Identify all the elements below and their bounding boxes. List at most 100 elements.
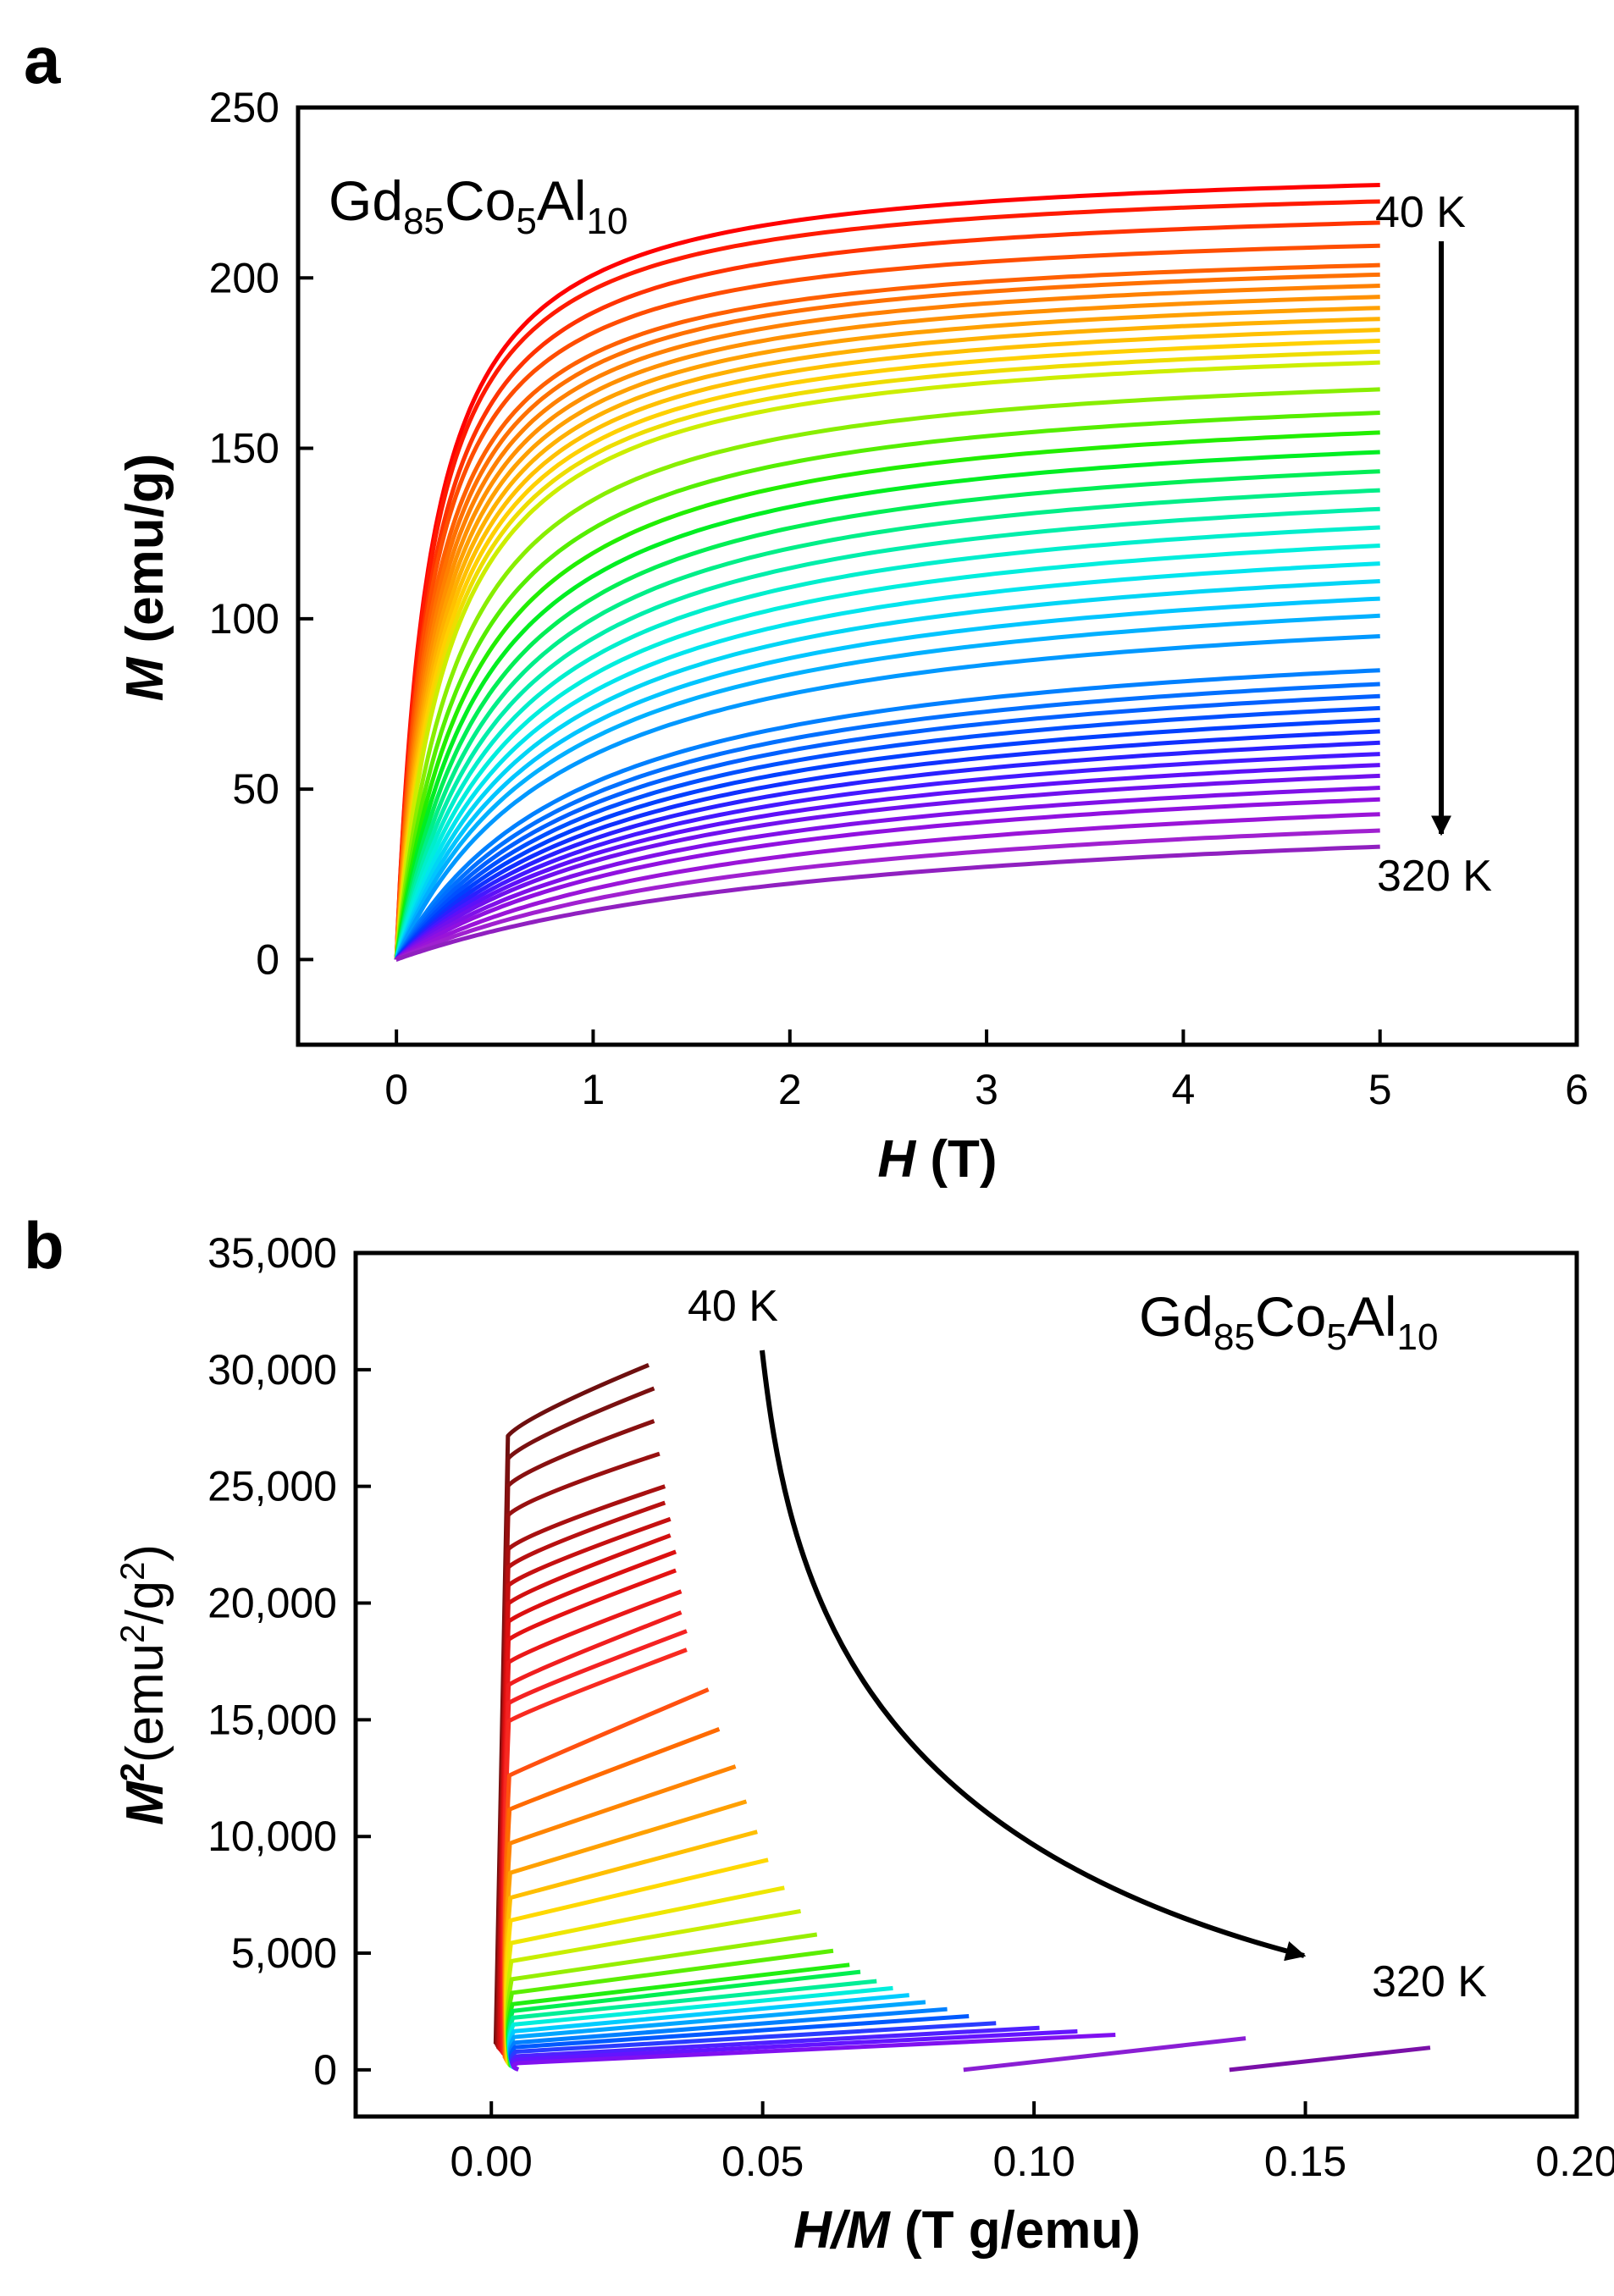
- panel-a-x-axis-title: H (T): [877, 1130, 997, 1189]
- y-tick-label: 0: [313, 2046, 337, 2094]
- m-h-curve: [394, 450, 1380, 962]
- panel-b-y-ticks: 0 5,000 10,000 15,000 20,000 25,000 30,000 35,0…: [207, 1229, 371, 2094]
- panel-b: b 0.00 0.05 0.10 0.15 0.20 0 5,000 10,000 15,00…: [24, 1208, 1614, 2260]
- m-h-curve: [394, 387, 1380, 962]
- formula-element: Co: [1255, 1285, 1326, 1348]
- formula-element: Al: [537, 169, 587, 232]
- panel-b-end-temperature: 320 K: [1372, 1957, 1487, 2006]
- y-tick-label: 25,000: [207, 1463, 337, 1510]
- panel-b-y-axis-symbol: M: [116, 1780, 174, 1825]
- arrott-curve: [511, 2033, 1116, 2072]
- panel-b-y-axis-unit-part: /g: [116, 1581, 174, 1625]
- superscript: 2: [114, 1625, 152, 1643]
- panel-a: a 0 1 2 3 4 5 6 0 50 100 150 200 250 H (T) M (emu/g…: [24, 23, 1589, 1189]
- x-tick-label: 5: [1368, 1066, 1392, 1113]
- x-tick-label: 2: [778, 1066, 802, 1113]
- m-h-curve: [394, 488, 1380, 962]
- formula-element: Gd: [1139, 1285, 1213, 1348]
- m-h-curve: [394, 668, 1380, 962]
- x-tick-label: 3: [975, 1066, 998, 1113]
- x-tick-label: 4: [1171, 1066, 1195, 1113]
- m-h-curve: [394, 506, 1380, 962]
- x-tick-label: 0.05: [721, 2138, 804, 2185]
- panel-b-x-axis-symbol: H/M: [793, 2201, 891, 2260]
- y-tick-label: 30,000: [207, 1346, 337, 1394]
- panel-a-y-axis-unit: (emu/g): [116, 454, 174, 658]
- panel-a-y-ticks: 0 50 100 150 200 250: [209, 84, 313, 983]
- y-tick-label: 0: [256, 936, 279, 983]
- arrott-curve: [499, 1568, 677, 2052]
- x-tick-label: 0.00: [450, 2138, 533, 2185]
- x-tick-label: 0: [384, 1066, 408, 1113]
- arrott-segment: [963, 2036, 1246, 2072]
- x-tick-label: 1: [582, 1066, 605, 1113]
- m-h-curve: [394, 812, 1380, 962]
- formula-subscript: 85: [403, 201, 445, 242]
- formula-subscript: 5: [516, 201, 536, 242]
- panel-b-x-ticks: 0.00 0.05 0.10 0.15 0.20: [450, 2101, 1614, 2185]
- formula-subscript: 85: [1213, 1316, 1255, 1358]
- y-tick-label: 150: [209, 425, 279, 472]
- panel-b-label: b: [24, 1208, 64, 1283]
- m-h-curve: [394, 828, 1380, 962]
- m-h-curve: [394, 579, 1380, 962]
- panel-b-formula: Gd85Co5Al10: [1139, 1285, 1439, 1358]
- m-h-curve: [394, 430, 1380, 962]
- formula-subscript: 5: [1326, 1316, 1346, 1358]
- panel-a-end-temperature: 320 K: [1377, 852, 1492, 901]
- y-tick-label: 5,000: [231, 1929, 337, 1977]
- m-h-curve: [394, 613, 1380, 962]
- panel-b-start-temperature: 40 K: [688, 1282, 778, 1331]
- panel-b-y-axis-title: M2(emu2/g2): [114, 1544, 174, 1825]
- panel-b-x-axis-title: H/M (T g/emu): [793, 2201, 1141, 2260]
- panel-b-curves: [493, 1363, 1431, 2072]
- panel-b-frame: [353, 1250, 1579, 2119]
- y-tick-label: 200: [209, 254, 279, 301]
- arrott-curve: [511, 2028, 1078, 2072]
- m-h-curve: [394, 469, 1380, 962]
- formula-subscript: 10: [1397, 1316, 1439, 1358]
- m-h-curve: [394, 797, 1380, 962]
- y-tick-label: 250: [209, 84, 279, 131]
- panel-b-temperature-arrow: [760, 1349, 1307, 1962]
- x-tick-label: 0.10: [992, 2138, 1075, 2185]
- formula-subscript: 10: [587, 201, 628, 242]
- m-h-curve: [394, 360, 1380, 962]
- formula-element: Al: [1347, 1285, 1397, 1348]
- panel-a-x-ticks: 0 1 2 3 4 5 6: [384, 1029, 1589, 1113]
- x-tick-label: 0.15: [1264, 2138, 1346, 2185]
- panel-a-start-temperature: 40 K: [1375, 188, 1466, 237]
- y-tick-label: 100: [209, 595, 279, 643]
- y-tick-label: 35,000: [207, 1229, 337, 1277]
- panel-a-y-axis-title: M (emu/g): [116, 454, 174, 702]
- m-h-curve: [394, 717, 1380, 962]
- panel-a-frame: [296, 105, 1579, 1047]
- y-tick-label: 15,000: [207, 1696, 337, 1743]
- m-h-curve: [394, 544, 1380, 962]
- m-h-curve: [394, 773, 1380, 962]
- m-h-curve: [394, 634, 1380, 962]
- panel-a-y-axis-symbol: M: [116, 656, 174, 701]
- formula-element: Co: [445, 169, 516, 232]
- m-h-curve: [394, 199, 1380, 961]
- m-h-curve: [394, 411, 1380, 962]
- panel-a-formula: Gd85Co5Al10: [329, 169, 628, 242]
- panel-a-curves: [394, 183, 1380, 962]
- panel-a-label: a: [24, 23, 61, 97]
- x-tick-label: 0.20: [1535, 2138, 1614, 2185]
- m-h-curve: [394, 596, 1380, 962]
- panel-b-x-axis-unit: (T g/emu): [890, 2201, 1141, 2260]
- m-h-curve: [394, 525, 1380, 962]
- m-h-curve: [394, 561, 1380, 962]
- panel-a-x-axis-symbol: H: [877, 1130, 916, 1189]
- arrott-segment: [1229, 2045, 1431, 2072]
- y-tick-label: 50: [232, 765, 279, 813]
- y-tick-label: 20,000: [207, 1580, 337, 1627]
- panel-a-x-axis-unit: (T): [915, 1130, 997, 1189]
- m-h-curve: [394, 243, 1380, 961]
- m-h-curve: [394, 844, 1380, 962]
- panel-b-y-axis-unit-part: ): [116, 1544, 174, 1562]
- superscript: 2: [114, 1562, 152, 1581]
- panel-b-y-axis-unit-part: (emu: [116, 1643, 174, 1763]
- formula-element: Gd: [329, 169, 403, 232]
